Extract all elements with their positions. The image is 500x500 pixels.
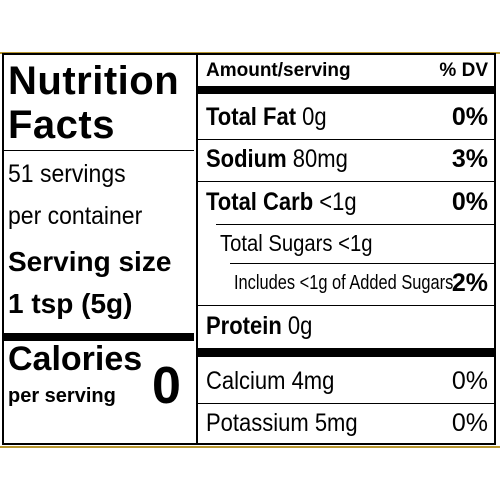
- divider-row: [198, 181, 494, 182]
- servings-per-container-line2: per container: [8, 202, 143, 230]
- serving-size-label: Serving size: [8, 246, 172, 277]
- divider-row: [230, 263, 494, 264]
- percent-dv-header: % DV: [439, 60, 488, 81]
- title-nutrition: Nutrition: [8, 59, 180, 103]
- amount-per-serving-header: Amount/serving: [206, 60, 351, 81]
- total-fat-dv: 0%: [451, 103, 488, 131]
- total-fat-name: Total Fat: [206, 103, 297, 131]
- divider-row: [198, 403, 494, 404]
- divider-thick-left: [4, 333, 194, 341]
- calcium-dv: 0%: [451, 367, 488, 395]
- divider-row: [216, 224, 494, 225]
- nutrition-label-background: [0, 52, 500, 448]
- divider-header: [198, 86, 494, 94]
- potassium-dv: 0%: [451, 409, 488, 437]
- sodium-name: Sodium: [206, 145, 287, 173]
- row-total-carb: Total Carb <1g: [206, 187, 357, 217]
- total-carb-name: Total Carb: [206, 188, 314, 216]
- protein-amount: 0g: [287, 312, 313, 340]
- calcium: Calcium 4mg: [206, 367, 335, 395]
- serving-size-value: 1 tsp (5g): [8, 288, 133, 319]
- title-facts: Facts: [8, 103, 115, 147]
- row-protein: Protein 0g: [206, 311, 312, 341]
- divider-title: [4, 150, 194, 151]
- servings-per-container-line1: 51 servings: [8, 160, 126, 188]
- row-total-fat: Total Fat 0g: [206, 102, 327, 132]
- nutrition-facts-label: [2, 53, 496, 445]
- bottom-margin: [0, 448, 500, 500]
- total-carb-dv: 0%: [451, 188, 488, 216]
- sodium-amount: 80mg: [292, 145, 348, 173]
- divider-thick-right: [198, 348, 494, 357]
- calories-label: Calories: [8, 340, 143, 378]
- top-margin: [0, 0, 500, 52]
- divider-row: [198, 139, 494, 140]
- added-sugars-dv: 2%: [451, 269, 488, 297]
- added-sugars: Includes <1g of Added Sugars: [234, 272, 454, 294]
- total-fat-amount: 0g: [302, 103, 327, 131]
- per-serving-label: per serving: [8, 385, 116, 407]
- calories-value: 0: [152, 357, 181, 415]
- column-divider: [196, 55, 198, 443]
- total-carb-amount: <1g: [319, 188, 357, 216]
- protein-name: Protein: [206, 312, 282, 340]
- row-sodium: Sodium 80mg: [206, 144, 348, 174]
- total-sugars: Total Sugars <1g: [220, 230, 373, 256]
- divider-row: [198, 305, 494, 306]
- potassium: Potassium 5mg: [206, 409, 358, 437]
- sodium-dv: 3%: [451, 145, 488, 173]
